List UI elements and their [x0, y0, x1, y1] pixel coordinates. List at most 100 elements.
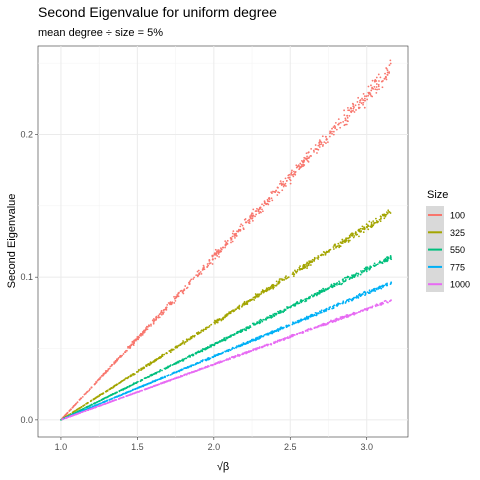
data-point: [349, 110, 352, 113]
data-point: [204, 328, 207, 331]
data-point: [368, 268, 371, 271]
data-point: [319, 254, 322, 257]
data-point: [152, 322, 155, 325]
data-point: [131, 392, 134, 395]
data-point: [258, 335, 261, 338]
data-point: [183, 357, 186, 360]
data-point: [188, 365, 191, 368]
data-point: [107, 401, 109, 404]
data-point: [348, 239, 351, 242]
data-point: [90, 403, 93, 406]
data-point: [368, 289, 371, 292]
data-point: [353, 235, 356, 237]
data-point: [83, 393, 86, 396]
data-point: [336, 283, 338, 286]
data-point: [386, 301, 389, 304]
data-point: [76, 408, 79, 411]
data-point: [359, 101, 361, 104]
data-point: [374, 305, 377, 308]
data-point: [286, 307, 289, 310]
data-point: [155, 315, 158, 318]
data-point: [341, 238, 344, 241]
data-point: [173, 371, 175, 374]
data-point: [170, 302, 173, 305]
data-point: [261, 290, 264, 293]
data-point: [248, 340, 251, 343]
y-axis-title: Second Eigenvalue: [6, 194, 18, 289]
data-point: [261, 208, 263, 211]
data-point: [179, 360, 182, 363]
data-point: [357, 272, 360, 275]
data-point: [231, 235, 234, 238]
data-point: [202, 264, 205, 267]
data-point: [319, 311, 322, 314]
data-point: [184, 341, 187, 343]
data-point: [277, 186, 279, 189]
x-axis: 1.0 1.5 2.0 2.5 3.0: [55, 437, 373, 452]
data-point: [309, 315, 312, 317]
data-point: [282, 311, 284, 314]
data-point: [175, 371, 178, 374]
data-point: [241, 224, 244, 227]
data-point: [307, 160, 310, 163]
data-point: [257, 293, 260, 296]
data-point: [267, 203, 270, 206]
data-point: [179, 290, 182, 293]
data-point: [343, 114, 346, 117]
data-point: [231, 355, 234, 358]
data-point: [322, 253, 325, 256]
data-point: [150, 323, 152, 326]
data-point: [331, 286, 334, 289]
data-point: [305, 152, 308, 155]
data-point: [284, 276, 287, 279]
data-point: [211, 363, 214, 366]
data-point: [360, 294, 363, 297]
data-point: [310, 155, 313, 157]
data-point: [224, 240, 227, 243]
data-point: [349, 107, 352, 109]
data-point: [104, 403, 107, 405]
data-point: [218, 255, 220, 258]
data-point: [248, 218, 251, 221]
data-point: [323, 141, 326, 144]
data-point: [346, 116, 349, 119]
data-point: [260, 292, 263, 295]
data-point: [247, 327, 250, 330]
data-point: [250, 214, 253, 217]
data-point: [185, 357, 188, 360]
data-point: [129, 393, 132, 396]
data-point: [375, 91, 378, 94]
data-point: [371, 305, 374, 308]
data-point: [107, 368, 110, 370]
data-point: [104, 371, 107, 374]
data-point: [261, 320, 264, 323]
data-point: [354, 274, 357, 277]
data-point: [163, 381, 166, 384]
data-point: [329, 248, 332, 251]
data-point: [271, 199, 274, 202]
data-point: [93, 397, 96, 400]
data-point: [336, 245, 339, 248]
data-point: [377, 287, 380, 290]
data-point: [297, 321, 300, 324]
data-point: [279, 328, 282, 331]
data-point: [218, 318, 221, 320]
data-point: [305, 297, 308, 300]
data-point: [341, 279, 344, 281]
data-point: [309, 264, 312, 266]
data-point: [347, 298, 350, 301]
data-point: [238, 229, 240, 232]
data-point: [145, 364, 147, 367]
data-point: [376, 221, 379, 224]
data-point: [124, 377, 127, 380]
data-point: [186, 366, 189, 368]
data-point: [302, 265, 304, 267]
data-point: [242, 227, 245, 229]
data-point: [332, 305, 335, 307]
data-point: [329, 131, 332, 134]
data-point: [146, 383, 149, 385]
data-point: [387, 256, 390, 259]
data-point: [360, 230, 363, 232]
data-point: [266, 288, 268, 291]
